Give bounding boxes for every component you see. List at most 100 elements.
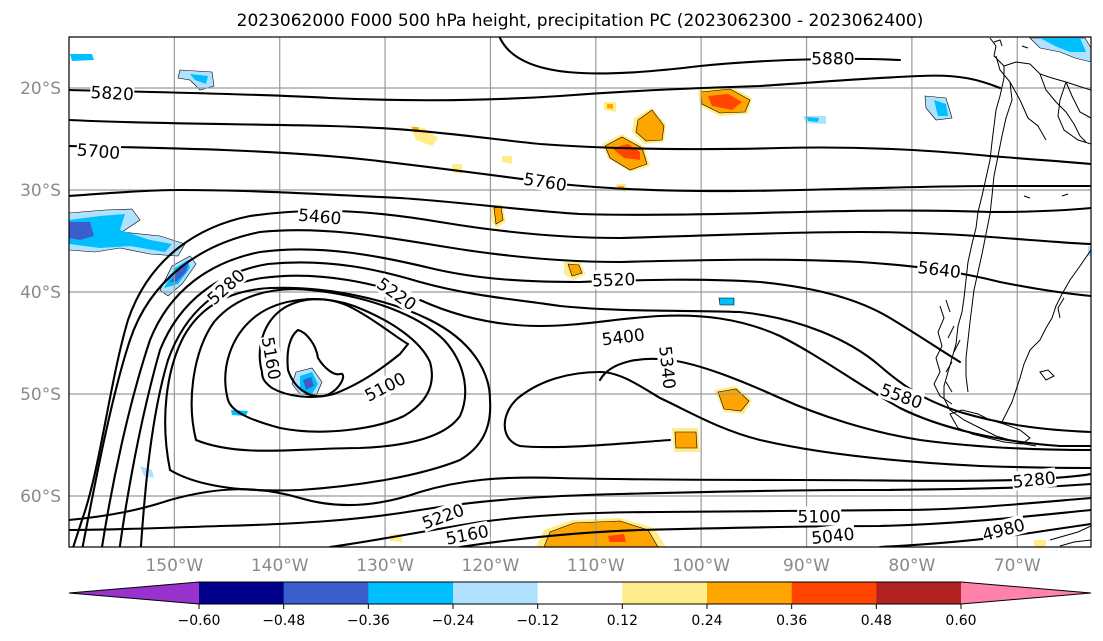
contour-line: [69, 74, 1002, 102]
colorbar-tick-label: −0.36: [347, 613, 390, 629]
latitude-tick-labels: 20°S 30°S 40°S 50°S 60°S: [20, 79, 61, 507]
precip-area: [543, 520, 659, 547]
latitude-tick-label: 40°S: [20, 283, 61, 303]
precip-area: [69, 214, 172, 252]
contour-label: 5460: [297, 204, 343, 230]
contour-label-text: 5880: [811, 49, 854, 69]
colorbar-tick-label: −0.60: [178, 613, 221, 629]
contour-line: [503, 370, 1091, 470]
contour-line: [224, 298, 433, 433]
contour-line: [258, 298, 410, 398]
border-argentina: [1009, 81, 1047, 141]
precip-area: [69, 222, 94, 240]
colorbar-swatch: [876, 582, 962, 604]
colorbar-tick-label: −0.24: [432, 613, 475, 629]
colorbar-tick-label: 0.24: [691, 613, 722, 629]
precip-area: [635, 109, 665, 142]
precip-area: [502, 156, 512, 164]
contour-label-text: 5460: [297, 206, 342, 230]
colorbar-tick-label: 0.60: [945, 613, 976, 629]
colorbar: −0.60 −0.48 −0.36 −0.24 −0.12 0.12 0.24 0.36 0.4…: [68, 581, 1092, 629]
coastlines: [933, 37, 1091, 547]
contour-line: [69, 188, 1091, 216]
contour-line: [69, 118, 1091, 166]
precip-area: [674, 431, 698, 449]
longitude-tick-label: 70°W: [994, 556, 1041, 576]
contour-label: 5880: [810, 48, 855, 69]
border-andes-north: [1003, 61, 1091, 91]
contour-line: [598, 357, 1091, 452]
precip-area: [303, 377, 314, 390]
latitude-tick-label: 50°S: [20, 385, 61, 405]
coastline-south-america: [943, 37, 1037, 447]
colorbar-tick-label: 0.12: [607, 613, 638, 629]
contour-line: [164, 286, 492, 492]
contour-label: 5340: [654, 344, 680, 391]
contour-line: [139, 274, 1091, 547]
precip-area: [190, 74, 208, 84]
contour-line: [69, 482, 1091, 532]
contour-label-text: 5820: [90, 83, 134, 105]
longitude-tick-label: 140°W: [251, 556, 309, 576]
contour-label: 5520: [591, 268, 637, 292]
precip-area: [934, 100, 948, 116]
colorbar-swatch: [707, 582, 793, 604]
longitude-tick-label: 110°W: [567, 556, 625, 576]
tierra-del-fuego: [949, 409, 1031, 445]
precipitation-shading: [69, 37, 1091, 547]
contour-line: [878, 522, 1091, 547]
precip-area: [607, 104, 613, 109]
map-frame: [68, 36, 1092, 548]
contour-label: 5820: [89, 81, 135, 105]
colorbar-tick-label: −0.48: [262, 613, 305, 629]
longitude-tick-label: 90°W: [783, 556, 830, 576]
contour-label: 5040: [809, 523, 856, 549]
chile-fjords: [933, 299, 961, 405]
colorbar-swatch: [453, 582, 539, 604]
colorbar-tick-label: 0.48: [861, 613, 892, 629]
contour-label: 5700: [75, 139, 122, 164]
figure-title: 2023062000 F000 500 hPa height, precipit…: [237, 11, 924, 31]
colorbar-extend-high: [961, 582, 1091, 604]
contour-line: [190, 288, 467, 452]
contour-label-text: 5700: [76, 140, 121, 164]
contour-label: 5280: [1011, 467, 1057, 493]
contour-line: [69, 144, 1091, 193]
coastline-northeast: [1057, 81, 1091, 145]
antarctic-peninsula: [1049, 525, 1091, 547]
precip-area: [708, 94, 742, 110]
latitude-tick-label: 60°S: [20, 487, 61, 507]
contour-label: 5100: [797, 506, 842, 527]
contour-line: [72, 209, 1091, 547]
colorbar-swatch: [537, 582, 623, 604]
precip-area: [807, 117, 819, 122]
colorbar-extend-low: [69, 582, 199, 604]
coastline-patagonia-east: [1001, 249, 1091, 423]
contour-line: [328, 496, 1091, 547]
precip-area: [1040, 38, 1086, 52]
contour-label-text: 5040: [810, 525, 855, 549]
precip-area: [718, 297, 735, 306]
coastline-islands: [993, 39, 1069, 319]
contour-line: [69, 472, 1091, 522]
colorbar-swatch: [791, 582, 877, 604]
colorbar-swatch: [199, 582, 285, 604]
precip-area: [608, 534, 626, 542]
contour-label-text: 5280: [1012, 468, 1057, 492]
longitude-tick-label: 100°W: [672, 556, 730, 576]
longitude-tick-label: 80°W: [888, 556, 935, 576]
longitude-tick-labels: 150°W 140°W 130°W 120°W 110°W 100°W 90°W 80°W 70…: [145, 556, 1040, 576]
precip-area: [1034, 540, 1046, 547]
contour-label-text: 5520: [592, 270, 636, 291]
colorbar-tick-label: −0.12: [516, 613, 559, 629]
falklands: [1039, 369, 1055, 381]
contour-label-text: 5340: [654, 345, 678, 390]
contour-line: [458, 508, 1091, 547]
border-paraguay: [1065, 81, 1091, 119]
border-bolivia: [1039, 73, 1087, 143]
longitude-tick-label: 120°W: [462, 556, 520, 576]
latitude-tick-label: 30°S: [20, 181, 61, 201]
latitude-tick-label: 20°S: [20, 79, 61, 99]
